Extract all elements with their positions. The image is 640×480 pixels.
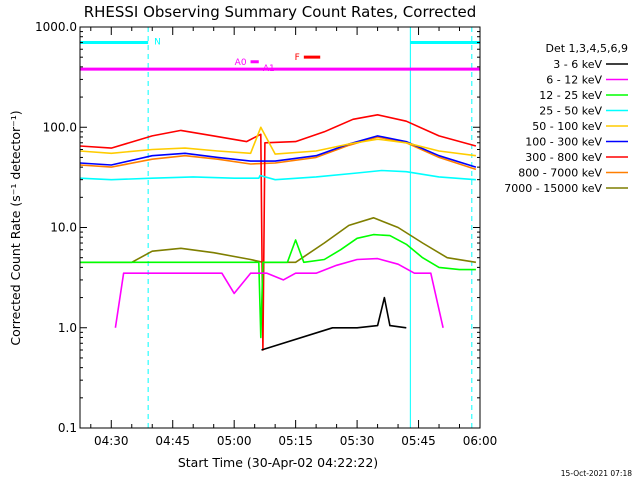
marker-label-n: N (154, 38, 161, 48)
attenuator-markers-layer: N F A0 A1 (80, 38, 480, 74)
legend-title: Det 1,3,4,5,6,9 (545, 42, 628, 55)
series-line-6-12-kev (114, 257, 444, 328)
axes-layer: 1000.0 100.0 10.0 1.0 0.1 04:30 04:45 05:00 05:1… (35, 20, 497, 448)
y-tick-label: 100.0 (43, 120, 77, 134)
y-tick-label: 10.0 (50, 221, 77, 235)
x-tick-label: 04:30 (94, 434, 129, 448)
legend-label-25-50-kev: 25 - 50 keV (539, 105, 602, 118)
x-tick-label: 06:00 (463, 434, 498, 448)
legend: Det 1,3,4,5,6,9 3 - 6 keV 6 - 12 keV 12 - … (504, 42, 628, 195)
series-line-7000-15000-kev (80, 217, 477, 264)
series-line-300-800-kev (79, 114, 477, 351)
series-line-50-100-kev (79, 126, 477, 157)
generated-timestamp: 15-Oct-2021 07:18 (561, 469, 632, 478)
x-tick-label: 05:00 (217, 434, 252, 448)
marker-label-a1: A1 (263, 64, 275, 74)
marker-label-a0: A0 (235, 58, 247, 68)
y-tick-label: 1.0 (58, 321, 77, 335)
x-tick-label: 05:15 (278, 434, 313, 448)
y-tick-label: 1000.0 (35, 20, 77, 34)
vertical-lines-layer (79, 27, 473, 428)
series-layer (79, 114, 477, 351)
x-tick-label: 05:45 (401, 434, 436, 448)
legend-label-300-800-kev: 300 - 800 keV (525, 151, 602, 164)
marker-label-f: F (295, 53, 300, 63)
legend-label-800-7000-kev: 800 - 7000 keV (518, 167, 602, 180)
legend-label-100-300-kev: 100 - 300 keV (525, 136, 602, 149)
y-tick-label: 0.1 (58, 421, 77, 435)
legend-label-7000-15000-kev: 7000 - 15000 keV (504, 182, 602, 195)
legend-label-3-6-kev: 3 - 6 keV (553, 58, 602, 71)
series-line-3-6-kev (261, 296, 407, 351)
chart-title: RHESSI Observing Summary Count Rates, Co… (84, 3, 477, 21)
y-axis-label: Corrected Count Rate (s⁻¹ detector⁻¹) (8, 110, 23, 345)
legend-label-12-25-kev: 12 - 25 keV (539, 89, 602, 102)
plot-frame (79, 26, 481, 429)
legend-label-50-100-kev: 50 - 100 keV (532, 120, 602, 133)
series-line-100-300-kev (79, 135, 477, 168)
x-tick-label: 04:45 (155, 434, 190, 448)
x-axis-label: Start Time (30-Apr-02 04:22:22) (178, 455, 378, 470)
series-line-12-25-kev (80, 233, 476, 339)
series-line-25-50-kev (79, 169, 476, 181)
legend-label-6-12-kev: 6 - 12 keV (546, 74, 602, 87)
x-tick-label: 05:30 (340, 434, 375, 448)
